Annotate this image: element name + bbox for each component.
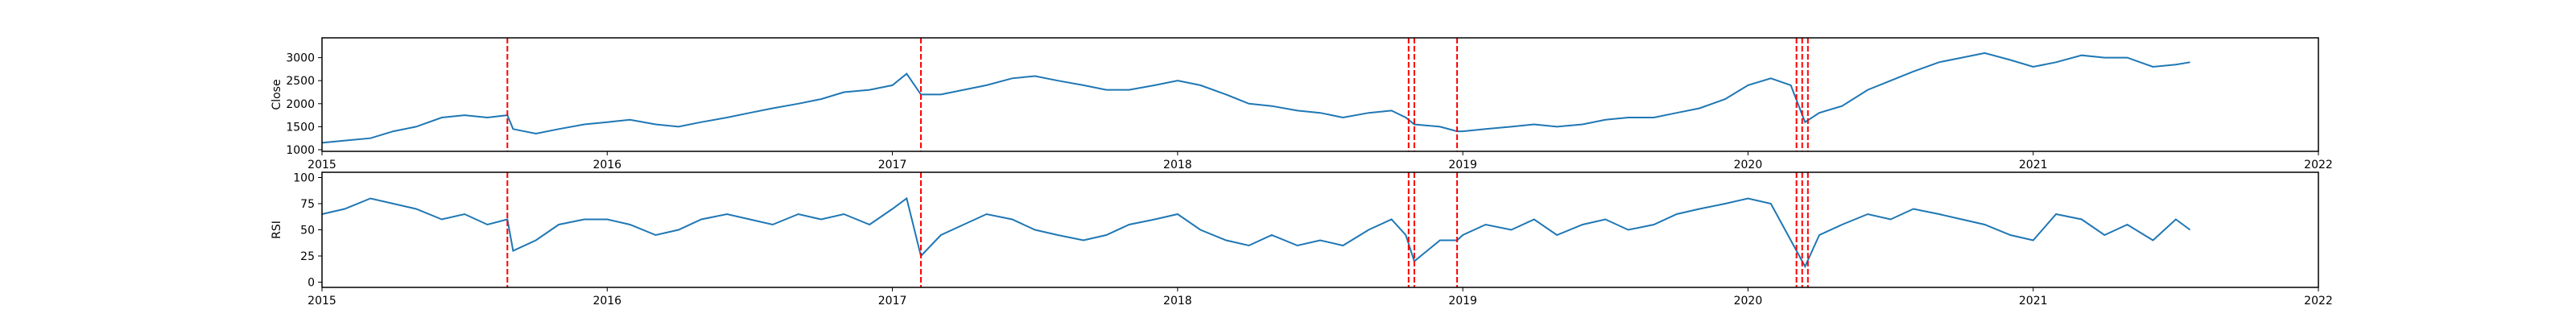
x-tick-label: 2021 xyxy=(2019,295,2048,308)
data-line xyxy=(321,52,2190,144)
x-tick-label: 2016 xyxy=(592,159,621,171)
x-tick-label: 2019 xyxy=(1448,295,1477,308)
axes-frame xyxy=(321,171,2319,288)
x-tick-label: 2017 xyxy=(878,295,907,308)
y-tick-label: 50 xyxy=(300,225,315,237)
y-axis-label: Close xyxy=(270,79,283,109)
data-line xyxy=(321,196,2191,269)
x-tick-label: 2016 xyxy=(592,295,621,308)
y-tick-label: 25 xyxy=(300,250,315,263)
x-tick-label: 2020 xyxy=(1734,295,1763,308)
y-axis-label: RSI xyxy=(270,221,283,239)
y-tick-label: 2500 xyxy=(286,75,315,88)
y-tick-label: 75 xyxy=(300,198,315,211)
axes-frame xyxy=(321,37,2319,152)
y-tick-label: 1500 xyxy=(286,121,315,134)
x-tick-label: 2022 xyxy=(2304,159,2333,171)
x-tick-label: 2017 xyxy=(878,159,907,171)
y-tick-label: 0 xyxy=(308,277,315,290)
x-tick-label: 2021 xyxy=(2019,159,2048,171)
y-tick-label: 1000 xyxy=(286,144,315,157)
x-tick-label: 2019 xyxy=(1448,159,1477,171)
x-tick-label: 2015 xyxy=(308,159,336,171)
y-tick-label: 3000 xyxy=(286,52,315,65)
y-tick-label: 100 xyxy=(293,172,315,185)
x-tick-label: 2015 xyxy=(308,295,336,308)
x-tick-label: 2020 xyxy=(1734,159,1763,171)
x-tick-label: 2018 xyxy=(1163,159,1192,171)
x-tick-label: 2018 xyxy=(1163,295,1192,308)
x-tick-label: 2022 xyxy=(2304,295,2333,308)
y-tick-label: 2000 xyxy=(286,98,315,111)
